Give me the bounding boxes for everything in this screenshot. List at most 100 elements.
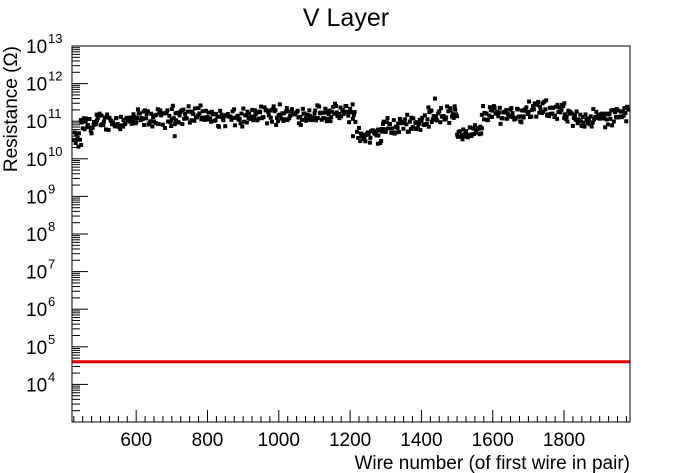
data-point [155,107,160,112]
data-point [625,104,630,109]
data-point [335,114,340,119]
data-point [169,124,174,129]
data-point [347,120,352,125]
data-point [531,104,536,109]
data-point [353,119,358,124]
data-point [218,114,223,119]
data-point [366,131,371,136]
data-point [551,105,556,110]
data-point [588,114,593,119]
data-point [479,131,484,136]
data-point [245,109,250,114]
data-point [605,122,610,127]
data-point [242,119,247,124]
data-point [153,121,158,126]
data-point [476,126,481,131]
data-point [509,106,514,111]
data-point [101,119,106,124]
data-point [79,142,84,147]
data-point [452,104,457,109]
data-point [489,115,494,120]
data-point [453,107,458,112]
data-point [505,112,510,117]
data-point [84,116,89,121]
data-point [500,116,505,121]
data-point [361,137,366,142]
data-point [312,116,317,121]
data-point [586,117,591,122]
data-point [455,132,460,137]
data-point [375,127,380,132]
data-point [221,118,226,123]
data-point [172,134,177,139]
data-point [479,112,484,117]
data-point [557,105,562,110]
data-point [534,114,539,119]
data-point [486,117,491,122]
data-point [538,104,543,109]
data-point [473,123,478,128]
data-point [620,109,625,114]
data-point [266,113,271,118]
data-point [390,126,395,131]
data-point [298,123,303,128]
data-point [438,120,443,125]
data-point [426,105,431,110]
data-point [481,104,486,109]
data-point [293,112,298,117]
data-point [498,121,503,126]
x-tick-label: 800 [192,430,224,451]
data-point [604,117,609,122]
data-point [279,116,284,121]
data-point [441,114,446,119]
data-point [455,114,460,119]
data-point [249,115,254,120]
data-point [602,114,607,119]
data-point [327,108,332,113]
data-point [183,111,188,116]
data-point [201,115,206,120]
data-point [306,117,311,122]
data-point [106,127,111,132]
data-point [531,107,536,112]
data-point [329,115,334,120]
data-point [154,112,159,117]
data-point [244,113,249,118]
data-point [265,121,270,126]
data-point [570,123,575,128]
data-point [191,111,196,116]
data-point [325,116,330,121]
data-point [128,115,133,120]
data-point [357,125,362,130]
data-point [589,124,594,129]
data-point [76,131,81,136]
data-point [215,114,220,119]
data-point [315,116,320,121]
data-point [610,123,615,128]
data-point [258,110,263,115]
data-point [103,127,108,132]
data-point [574,109,579,114]
data-point [552,113,557,118]
data-point [332,111,337,116]
data-point [432,96,437,101]
data-point [223,124,228,129]
data-point [379,126,384,131]
data-point [376,133,381,138]
data-point [170,103,175,108]
data-point [594,109,599,114]
data-point [216,124,221,129]
data-point [164,110,169,115]
data-point [283,109,288,114]
data-point [350,134,355,139]
y-tick-label: 10 [26,187,47,208]
data-point [169,117,174,122]
data-point [192,118,197,123]
data-point [379,138,384,143]
data-point [118,114,123,119]
data-point [305,112,310,117]
data-point [406,129,411,134]
data-point [95,116,100,121]
data-point [446,109,451,114]
